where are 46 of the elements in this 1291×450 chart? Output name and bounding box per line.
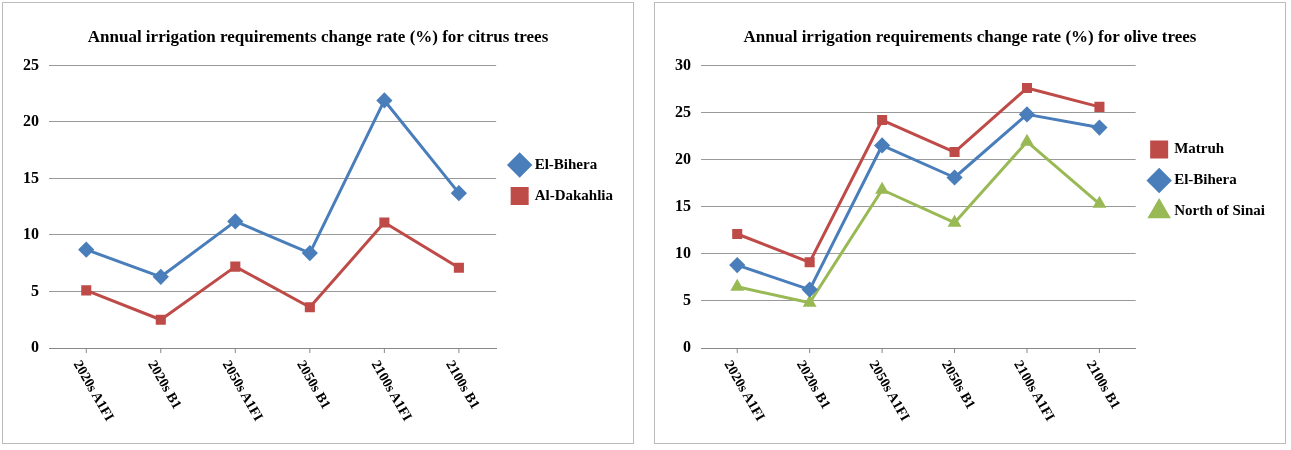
chart-title: Annual irrigation requirements change rate (%) for olive trees — [743, 26, 1197, 46]
point — [230, 261, 241, 272]
y-tick-label: 5 — [683, 291, 691, 309]
point — [1021, 135, 1033, 146]
y-tick-label: 0 — [31, 338, 39, 356]
point — [376, 92, 392, 108]
point — [304, 302, 315, 313]
point — [729, 257, 745, 273]
point — [732, 228, 743, 240]
point — [947, 170, 963, 185]
y-tick-label: 0 — [683, 338, 691, 356]
point — [1094, 101, 1105, 112]
point — [877, 115, 888, 126]
point — [949, 147, 960, 158]
legend-label: Al-Dakahlia — [534, 186, 614, 203]
point — [155, 314, 166, 325]
y-tick-label: 5 — [31, 281, 39, 299]
y-tick-label: 25 — [675, 102, 691, 120]
y-tick-label: 15 — [23, 168, 39, 186]
y-tick-label: 10 — [23, 225, 39, 243]
y-tick-label: 15 — [675, 196, 691, 214]
y-tick-label: 20 — [23, 112, 39, 130]
point — [227, 213, 243, 229]
point — [453, 262, 464, 273]
point — [1021, 82, 1033, 94]
legend-label: El-Bihera — [1174, 171, 1238, 188]
point — [874, 137, 890, 153]
point — [1091, 120, 1107, 136]
chart-title: Annual irrigation requirements change rate (%) for citrus trees — [87, 26, 549, 46]
point — [379, 217, 390, 228]
y-tick-label: 20 — [675, 149, 691, 167]
point — [78, 242, 94, 258]
point — [81, 285, 92, 296]
point — [153, 269, 169, 285]
point — [451, 185, 467, 201]
point — [803, 296, 816, 307]
y-tick-label: 25 — [23, 55, 39, 73]
point — [302, 245, 318, 261]
legend-label: North of Sinai — [1174, 202, 1265, 219]
point — [802, 282, 818, 298]
y-tick-label: 30 — [675, 55, 691, 73]
legend-label: Matruh — [1174, 140, 1225, 157]
point — [804, 257, 815, 268]
legend-label: El-Bihera — [534, 155, 598, 172]
y-tick-label: 10 — [675, 243, 691, 261]
point — [1019, 106, 1035, 122]
